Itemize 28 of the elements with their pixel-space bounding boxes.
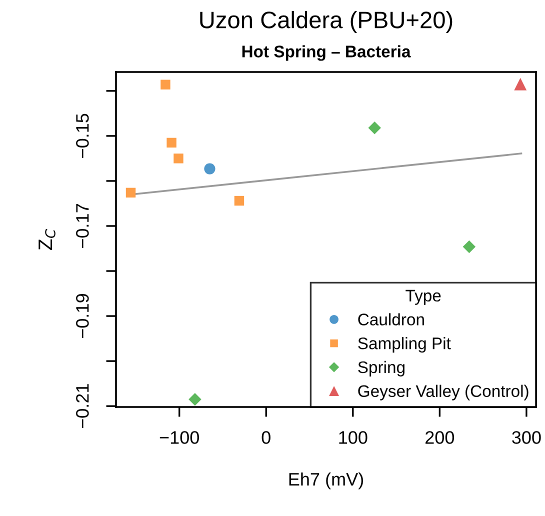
chart-subtitle: Hot Spring – Bacteria bbox=[242, 45, 411, 61]
y-tick-label: −0.17 bbox=[76, 204, 89, 248]
legend-label: Sampling Pit bbox=[358, 337, 451, 353]
legend-label: Cauldron bbox=[358, 313, 424, 326]
y-axis-title: Z$_{C}$ bbox=[38, 229, 56, 250]
legend-label: Spring bbox=[358, 360, 404, 376]
point bbox=[166, 138, 176, 148]
y-tick-label: −0.19 bbox=[76, 294, 89, 338]
point bbox=[174, 154, 184, 164]
point bbox=[160, 80, 170, 90]
point bbox=[234, 196, 244, 206]
point bbox=[462, 240, 476, 254]
chart-title: Uzon Caldera (PBU+20) bbox=[200, 10, 452, 33]
y-tick-label: −0.15 bbox=[76, 114, 89, 158]
x-tick-label: 200 bbox=[426, 431, 454, 444]
x-tick-label: 100 bbox=[339, 431, 368, 444]
point bbox=[126, 188, 136, 198]
point bbox=[368, 121, 381, 134]
x-tick-label: 0 bbox=[262, 431, 270, 444]
x-tick-label: 300 bbox=[512, 431, 541, 444]
legend-title: Type bbox=[406, 290, 441, 305]
point bbox=[204, 163, 216, 174]
x-axis-title: Eh7 (mV) bbox=[289, 472, 364, 490]
x-tick-label: −100 bbox=[160, 431, 199, 444]
legend-label: Geyser Valley (Control) bbox=[358, 384, 528, 400]
y-tick-label: −0.21 bbox=[76, 384, 89, 428]
point bbox=[514, 78, 527, 90]
point bbox=[188, 392, 202, 406]
